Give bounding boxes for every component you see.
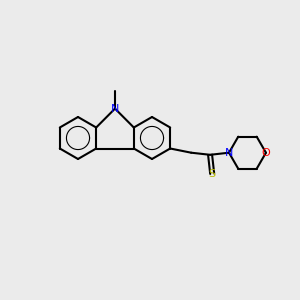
Text: S: S	[208, 169, 216, 179]
Text: O: O	[262, 148, 270, 158]
Text: N: N	[111, 103, 119, 114]
Text: N: N	[225, 148, 233, 158]
